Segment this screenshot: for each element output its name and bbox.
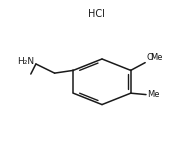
Text: H₂N: H₂N [17,57,34,66]
Text: O: O [146,53,153,62]
Text: Me: Me [147,90,159,99]
Text: Me: Me [150,53,162,62]
Text: HCl: HCl [88,9,105,19]
